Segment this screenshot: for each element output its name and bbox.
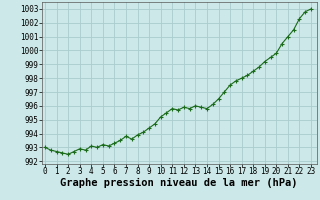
X-axis label: Graphe pression niveau de la mer (hPa): Graphe pression niveau de la mer (hPa) [60,178,298,188]
